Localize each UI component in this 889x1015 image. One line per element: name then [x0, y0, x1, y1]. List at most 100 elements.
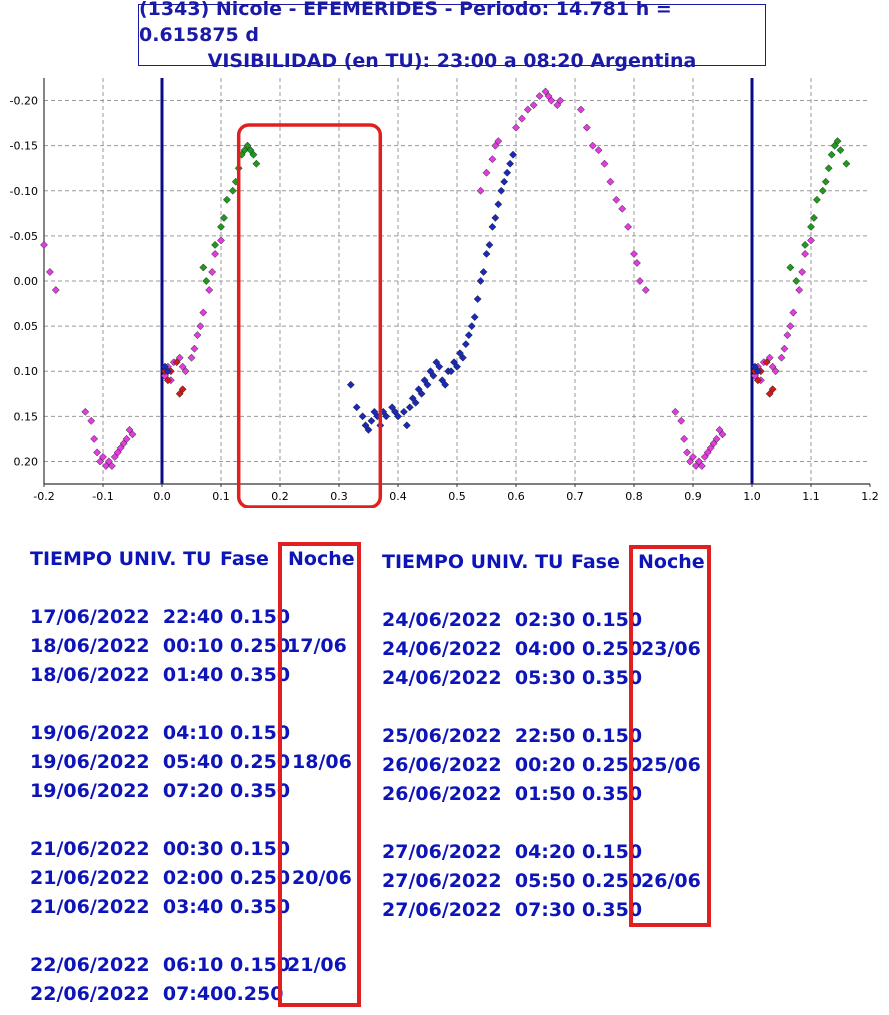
data-point: [718, 430, 727, 439]
data-point: [411, 398, 420, 407]
x-tick-label: 0.6: [507, 490, 525, 503]
table-row: 24/06/2022 05:30 0.350: [382, 667, 643, 689]
data-point: [482, 168, 491, 177]
x-tick-label: 1.1: [802, 490, 820, 503]
data-point: [208, 268, 217, 276]
table-row: 21/06/2022 03:40 0.350: [30, 896, 291, 918]
data-point: [494, 200, 503, 209]
highlight-box: [236, 123, 383, 508]
data-point: [40, 240, 48, 249]
data-point: [630, 249, 638, 258]
data-point: [807, 222, 815, 231]
data-point: [606, 177, 615, 186]
table-row: 26/06/2022 00:20 0.250: [382, 754, 643, 776]
data-point: [594, 146, 603, 155]
lightcurve-chart: -0.2 -0.1 0.0 0.1 0.2 0.3 0.4 0.5 0.6 0.7 0.8 0.9 1.…: [10, 78, 879, 508]
header-night: Noche: [638, 551, 705, 573]
x-tick-label: 1.2: [861, 490, 879, 503]
table-row: 27/06/2022 07:30 0.350: [382, 899, 643, 921]
data-point: [51, 286, 60, 294]
x-tick-label: 0.1: [212, 490, 230, 503]
data-point: [252, 159, 261, 168]
table-row: 26/06/2022 01:50 0.350: [382, 783, 643, 805]
data-point: [582, 123, 591, 132]
title-line-1: (1343) Nicole - EFEMERIDES - Periodo: 14…: [139, 0, 672, 46]
data-point: [641, 286, 650, 294]
y-tick-label: 0.15: [14, 410, 39, 423]
data-point: [367, 416, 376, 425]
data-point: [81, 407, 90, 416]
data-point: [90, 434, 99, 443]
data-point: [809, 213, 818, 222]
data-point: [812, 195, 821, 204]
data-point: [683, 448, 692, 457]
data-point: [458, 353, 467, 362]
table-row: 24/06/2022 02:30 0.150: [382, 609, 643, 631]
y-tick-label: -0.20: [10, 95, 38, 108]
data-point: [786, 322, 795, 331]
data-point: [824, 164, 833, 173]
data-point: [193, 331, 202, 340]
data-point: [588, 141, 597, 150]
data-point: [798, 268, 807, 276]
data-point: [473, 295, 482, 303]
header-time: TIEMPO UNIV. TU: [382, 551, 564, 573]
data-point: [783, 331, 792, 340]
night-label: 26/06: [641, 870, 701, 892]
data-point: [441, 380, 450, 389]
x-tick-label: 0.4: [389, 490, 407, 503]
chart-title-box: (1343) Nicole - EFEMERIDES - Periodo: 14…: [138, 0, 766, 72]
data-point: [482, 249, 491, 258]
data-point: [382, 412, 391, 421]
data-point: [87, 416, 96, 425]
data-point: [467, 322, 476, 331]
data-point: [795, 286, 804, 294]
data-point: [488, 155, 497, 164]
data-points: [40, 87, 851, 470]
data-point: [506, 159, 515, 168]
ephemeris-table-left: TIEMPO UNIV. TU Fase Noche 17/06/2022 22…: [0, 0, 355, 1005]
data-point: [677, 416, 686, 425]
data-point: [494, 137, 503, 146]
x-tick-label: 0.8: [625, 490, 643, 503]
data-point: [249, 150, 258, 159]
x-tick-label: 1.0: [743, 490, 761, 503]
data-point: [217, 236, 225, 245]
table-row: 18/06/2022 00:10 0.250: [30, 635, 291, 657]
data-point: [122, 434, 131, 443]
y-tick-label: 0.20: [14, 455, 39, 468]
header-night: Noche: [288, 548, 355, 570]
data-point: [786, 263, 795, 272]
data-point: [202, 277, 211, 285]
data-point: [453, 362, 461, 371]
x-tick-label: 0.0: [153, 490, 171, 503]
data-point: [211, 240, 220, 249]
night-label: 21/06: [287, 954, 347, 976]
table-row: 21/06/2022 00:30 0.150: [30, 838, 291, 860]
data-point: [671, 407, 680, 416]
data-point: [417, 389, 426, 398]
y-tick-label: -0.10: [10, 185, 38, 198]
table-row: 19/06/2022 05:40 0.250: [30, 751, 291, 773]
data-point: [405, 403, 414, 412]
data-point: [624, 222, 633, 231]
data-point: [128, 430, 137, 439]
data-point: [801, 240, 810, 249]
table-row: 19/06/2022 04:10 0.150: [30, 722, 291, 744]
data-point: [836, 146, 845, 155]
night-label: 20/06: [292, 867, 352, 889]
data-point: [470, 313, 479, 322]
y-tick-label: 0.05: [14, 320, 39, 333]
data-point: [680, 434, 689, 443]
table-row: 21/06/2022 02:00 0.250: [30, 867, 291, 889]
data-point: [399, 407, 408, 416]
data-point: [789, 308, 798, 317]
table-row: 22/06/2022 07:400.250: [30, 983, 284, 1005]
data-point: [612, 195, 621, 204]
data-point: [364, 425, 373, 434]
ephemeris-table-right: TIEMPO UNIV. TU Fase Noche 24/06/2022 02…: [0, 0, 705, 921]
y-tick-label: 0.00: [14, 275, 39, 288]
data-point: [219, 213, 228, 222]
data-point: [435, 362, 444, 371]
data-point: [771, 367, 780, 376]
